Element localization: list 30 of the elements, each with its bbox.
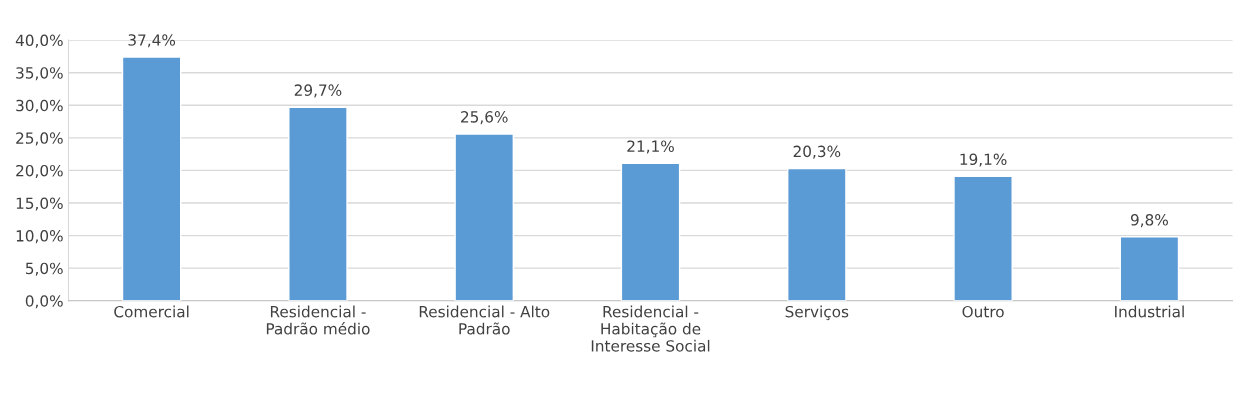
data-label: 9,8% <box>1130 214 1168 228</box>
y-tick-label: 35,0% <box>16 67 63 81</box>
bar <box>121 56 182 301</box>
bar <box>454 133 515 301</box>
data-label: 21,1% <box>627 140 674 154</box>
data-label: 37,4% <box>128 34 176 48</box>
y-tick-label: 25,0% <box>16 132 63 146</box>
bar <box>288 106 348 301</box>
data-label: 25,6% <box>461 111 508 125</box>
bar <box>620 162 681 301</box>
x-tick-label: Outro <box>962 305 1004 318</box>
y-tick-label: 20,0% <box>16 164 63 179</box>
x-tick-label: Comercial <box>114 305 189 318</box>
bar <box>787 167 847 301</box>
y-tick-label: 15,0% <box>16 197 63 211</box>
x-tick-label: Serviços <box>785 305 849 321</box>
data-label: 19,1% <box>960 153 1007 167</box>
bar <box>1119 236 1180 301</box>
x-tick-label: Residencial - Habitação de Interesse Social <box>591 305 710 352</box>
y-tick-label: 10,0% <box>16 230 63 244</box>
y-tick-label: 0,0% <box>25 295 63 309</box>
data-label: 29,7% <box>294 84 342 98</box>
x-tick-label: Industrial <box>1115 305 1184 318</box>
x-tick-label: Residencial - Alto Padrão <box>419 305 550 335</box>
data-label: 20,3% <box>793 145 841 159</box>
y-tick-label: 5,0% <box>25 262 63 276</box>
y-tick-label: 30,0% <box>16 99 63 113</box>
x-tick-label: Residencial - Padrão médio <box>266 305 370 335</box>
bar <box>953 175 1013 301</box>
y-tick-label: 40,0% <box>15 34 63 48</box>
